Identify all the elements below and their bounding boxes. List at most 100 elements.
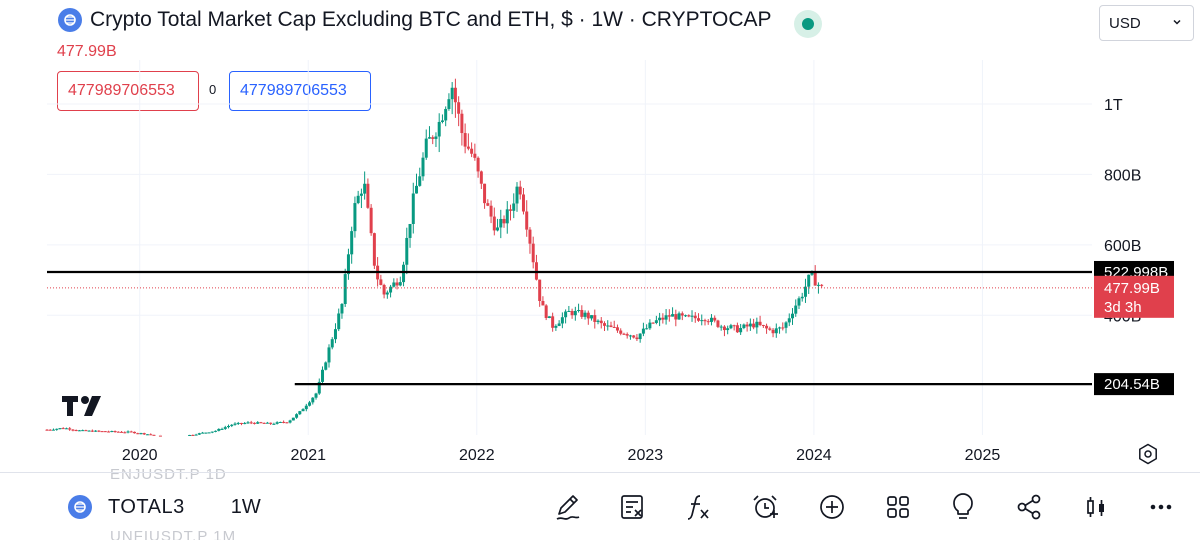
candle-body: [687, 315, 691, 317]
candle-body: [110, 431, 114, 433]
order-panel-button[interactable]: [614, 489, 650, 525]
market-status-indicator[interactable]: [794, 10, 822, 38]
x-tick-label: 2022: [459, 447, 495, 464]
chevron-down-icon: [1171, 16, 1183, 31]
ideas-button[interactable]: [945, 489, 981, 525]
candle-body: [628, 335, 632, 337]
candle-body: [90, 430, 94, 432]
candle-body: [742, 324, 746, 328]
candle-body: [794, 305, 798, 314]
candle-body: [573, 310, 577, 316]
candle-body: [395, 282, 399, 286]
candle-body: [677, 313, 681, 320]
candle-body: [713, 317, 717, 321]
candle-body: [509, 209, 513, 211]
symbol-selector[interactable]: TOTAL3 1W: [68, 495, 261, 519]
candle-body: [346, 254, 350, 275]
candle-body: [126, 431, 130, 433]
candle-body: [463, 133, 467, 147]
candle-body: [220, 428, 224, 430]
candle-body: [816, 284, 820, 286]
crypto-logo-icon: [68, 495, 92, 519]
candle-body: [661, 317, 665, 320]
candle-body: [197, 433, 201, 435]
candle-body: [706, 321, 710, 323]
candle-body: [424, 138, 428, 158]
candle-body: [58, 428, 62, 430]
candle-body: [531, 243, 535, 263]
candle-body: [100, 431, 104, 433]
candle-body: [586, 312, 590, 319]
candle-body: [703, 320, 707, 322]
candle-body: [476, 157, 480, 172]
chart-type-button[interactable]: [1078, 489, 1114, 525]
x-tick-label: 2021: [290, 447, 326, 464]
candle-body: [359, 193, 363, 196]
candle-body: [233, 423, 237, 425]
candle-body: [317, 381, 321, 394]
y-tick-label: 800B: [1104, 167, 1141, 184]
candle-body: [343, 274, 347, 305]
grid-lines: [47, 60, 1092, 435]
candle-body: [719, 326, 723, 328]
candle-body: [635, 337, 639, 340]
candle-body: [152, 434, 156, 436]
drawing-tool-button[interactable]: [550, 489, 586, 525]
candle-body: [496, 227, 500, 231]
indicators-button[interactable]: [680, 489, 716, 525]
candle-body: [133, 431, 137, 434]
candle-body: [726, 328, 730, 331]
candle-body: [667, 315, 671, 317]
candle-body: [590, 315, 594, 319]
candle-body: [674, 314, 678, 320]
chart-settings-icon[interactable]: [1136, 442, 1160, 466]
grid-icon: [887, 496, 909, 518]
candle-body: [239, 422, 243, 424]
interval-button[interactable]: 1W: [230, 495, 261, 518]
candle-body: [421, 157, 425, 177]
symbol-header[interactable]: Crypto Total Market Cap Excluding BTC an…: [58, 8, 772, 32]
price-chart[interactable]: 1T800B600B400B 202020212022202320242025 …: [0, 0, 1200, 470]
currency-select[interactable]: USD: [1099, 5, 1194, 41]
candle-body: [207, 432, 211, 434]
candle-body: [690, 315, 694, 317]
candle-body: [295, 414, 299, 418]
candle-body: [204, 432, 208, 434]
candle-body: [191, 434, 195, 436]
candle-body: [298, 411, 302, 415]
candle-body: [366, 183, 370, 208]
candle-body: [625, 334, 629, 336]
candle-body: [369, 207, 373, 234]
candle-body: [541, 301, 545, 306]
add-button[interactable]: [814, 489, 850, 525]
layouts-button[interactable]: [880, 489, 916, 525]
candle-body: [781, 327, 785, 329]
spread-value: 0: [209, 82, 217, 97]
more-button[interactable]: [1143, 489, 1179, 525]
candle-body: [761, 324, 765, 326]
candle-body: [84, 430, 88, 432]
alert-button[interactable]: [747, 489, 783, 525]
candle-body: [116, 431, 120, 433]
candle-body: [700, 320, 704, 322]
candle-body: [440, 120, 444, 122]
share-button[interactable]: [1011, 489, 1047, 525]
candle-body: [158, 435, 162, 437]
candle-body: [603, 323, 607, 326]
level-tag: [1094, 373, 1174, 396]
candle-body: [145, 434, 149, 436]
candle-body: [512, 203, 516, 211]
horizontal-levels[interactable]: [47, 270, 1092, 386]
more-dots-icon: [1150, 504, 1172, 510]
candle-body: [748, 323, 752, 327]
candle-body: [113, 431, 117, 433]
candle-body: [564, 311, 568, 318]
pencil-icon: [556, 495, 580, 520]
candle-body: [615, 327, 619, 331]
candle-body: [551, 316, 555, 328]
candle-body: [466, 146, 470, 149]
candle-body: [570, 310, 574, 316]
candle-body: [791, 313, 795, 319]
candle-body: [755, 321, 759, 328]
candles-icon: [1087, 497, 1104, 517]
